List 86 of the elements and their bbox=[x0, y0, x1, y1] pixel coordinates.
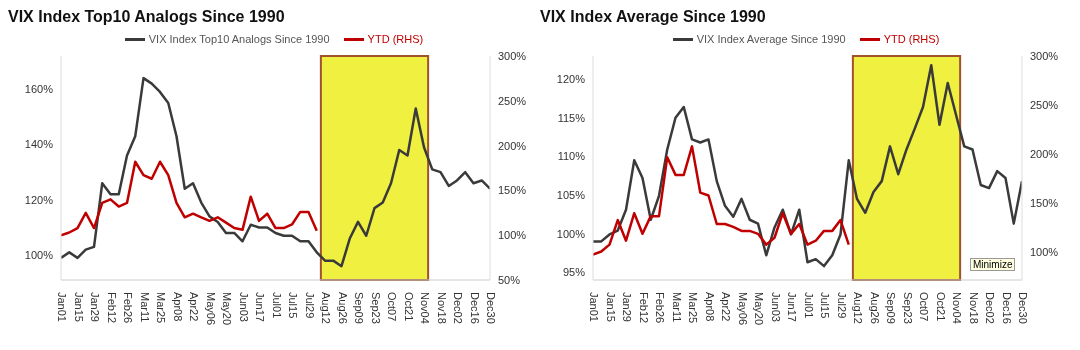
chart-title: VIX Index Average Since 1990 bbox=[540, 8, 767, 27]
legend-label: YTD (RHS) bbox=[367, 33, 424, 45]
x-tick-label: Oct21 bbox=[934, 292, 947, 322]
x-tick-label: Nov18 bbox=[967, 292, 980, 324]
y-tick-label: 105% bbox=[556, 188, 586, 201]
y-tick-label: 110% bbox=[557, 150, 586, 163]
x-tick-label: Nov04 bbox=[951, 292, 964, 324]
annotation: Minimize bbox=[970, 258, 1016, 271]
x-tick-label: Sep09 bbox=[885, 292, 898, 324]
x-tick-label: Aug26 bbox=[336, 292, 349, 324]
x-tick-label: Mar11 bbox=[670, 292, 683, 323]
x-tick-label: Dec16 bbox=[468, 292, 481, 324]
x-tick-label: Mar11 bbox=[138, 292, 151, 323]
x-tick-label: Aug12 bbox=[852, 292, 865, 324]
x-tick-label: Jan01 bbox=[56, 292, 69, 322]
y-tick-label: 100% bbox=[556, 227, 586, 240]
y-tick-label: 100% bbox=[24, 249, 54, 262]
x-tick-label: Jul29 bbox=[303, 292, 316, 319]
x-tick-label: Aug26 bbox=[868, 292, 881, 324]
legend-label: YTD (RHS) bbox=[883, 33, 940, 45]
x-tick-label: Jul01 bbox=[270, 292, 283, 319]
x-tick-label: Feb26 bbox=[122, 292, 135, 324]
x-tick-label: May20 bbox=[753, 292, 766, 326]
line-series bbox=[61, 160, 318, 237]
x-tick-label: Jul29 bbox=[835, 292, 848, 319]
y-tick-label: 120% bbox=[556, 73, 586, 86]
line-series bbox=[593, 145, 850, 256]
x-tick-label: Dec02 bbox=[984, 292, 997, 324]
legend-label: VIX Index Top10 Analogs Since 1990 bbox=[148, 33, 330, 45]
x-tick-label: Sep09 bbox=[353, 292, 366, 324]
x-tick-label: Dec02 bbox=[452, 292, 465, 324]
y2-tick-label: 200% bbox=[498, 139, 527, 152]
x-tick-label: Apr22 bbox=[188, 292, 201, 322]
y2-tick-label: 250% bbox=[1030, 99, 1059, 112]
x-tick-label: Jan29 bbox=[621, 292, 634, 322]
x-tick-label: Apr08 bbox=[703, 292, 716, 322]
x-tick-label: Dec16 bbox=[1000, 292, 1013, 324]
y-tick-label: 120% bbox=[24, 193, 54, 206]
x-tick-label: Jul01 bbox=[802, 292, 815, 319]
y-tick-label: 115% bbox=[557, 111, 586, 124]
x-tick-label: Jun17 bbox=[786, 292, 799, 322]
x-tick-label: Jun03 bbox=[237, 292, 250, 322]
y2-tick-label: 50% bbox=[498, 273, 521, 286]
y2-tick-label: 200% bbox=[1030, 148, 1059, 161]
y2-tick-label: 250% bbox=[498, 94, 527, 107]
x-tick-label: Jul15 bbox=[819, 292, 832, 319]
x-tick-label: Sep23 bbox=[369, 292, 382, 324]
x-tick-label: Oct21 bbox=[402, 292, 415, 322]
x-tick-label: Nov04 bbox=[419, 292, 432, 324]
x-tick-label: May06 bbox=[736, 292, 749, 326]
x-tick-label: Jun17 bbox=[254, 292, 267, 322]
x-tick-label: Oct07 bbox=[386, 292, 399, 322]
x-tick-label: Jan15 bbox=[604, 292, 617, 322]
x-tick-label: May06 bbox=[204, 292, 217, 326]
x-tick-label: Aug12 bbox=[320, 292, 333, 324]
x-tick-label: Jan29 bbox=[89, 292, 102, 322]
x-tick-label: Jan01 bbox=[588, 292, 601, 322]
x-tick-label: Sep23 bbox=[901, 292, 914, 324]
y2-tick-label: 300% bbox=[1030, 49, 1059, 62]
chart-title: VIX Index Top10 Analogs Since 1990 bbox=[8, 8, 286, 27]
y-tick-label: 160% bbox=[24, 83, 54, 96]
legend-label: VIX Index Average Since 1990 bbox=[696, 33, 846, 45]
x-tick-label: Jul15 bbox=[287, 292, 300, 319]
y-tick-label: 140% bbox=[24, 138, 54, 151]
x-tick-label: Dec30 bbox=[485, 292, 498, 324]
x-tick-label: Dec30 bbox=[1017, 292, 1030, 324]
x-tick-label: Oct07 bbox=[918, 292, 931, 322]
x-tick-label: Mar25 bbox=[155, 292, 168, 324]
x-tick-label: Apr22 bbox=[720, 292, 733, 322]
line-series bbox=[593, 64, 1022, 268]
y2-tick-label: 100% bbox=[1030, 246, 1059, 259]
x-tick-label: Feb26 bbox=[654, 292, 667, 324]
y2-tick-label: 100% bbox=[498, 229, 527, 242]
x-tick-label: Mar25 bbox=[687, 292, 700, 324]
y2-tick-label: 150% bbox=[498, 184, 527, 197]
x-tick-label: Jan15 bbox=[72, 292, 85, 322]
y2-tick-label: 300% bbox=[498, 49, 527, 62]
x-tick-label: Apr08 bbox=[171, 292, 184, 322]
y2-tick-label: 150% bbox=[1030, 197, 1059, 210]
line-series bbox=[61, 76, 490, 268]
x-tick-label: Jun03 bbox=[769, 292, 782, 322]
y-tick-label: 95% bbox=[562, 266, 586, 279]
x-tick-label: Feb12 bbox=[105, 292, 118, 324]
x-tick-label: May20 bbox=[221, 292, 234, 326]
x-tick-label: Nov18 bbox=[435, 292, 448, 324]
x-tick-label: Feb12 bbox=[637, 292, 650, 324]
